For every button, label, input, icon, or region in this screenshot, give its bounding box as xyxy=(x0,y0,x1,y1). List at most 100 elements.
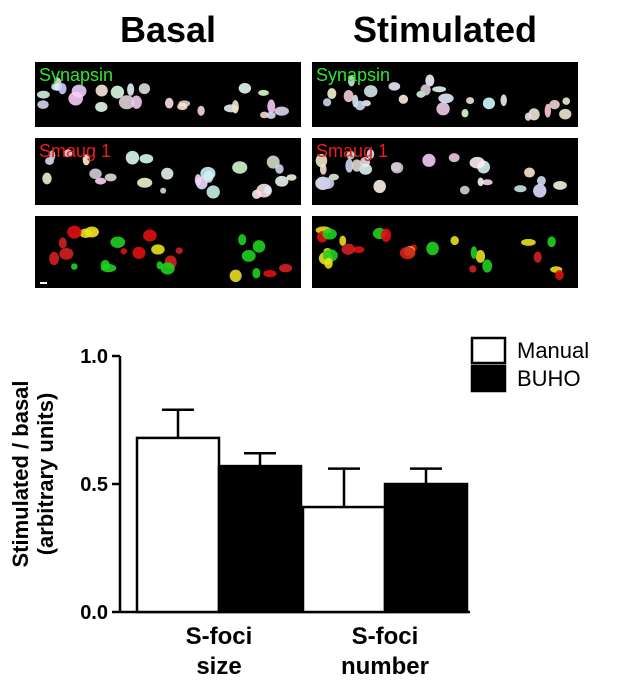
punctum xyxy=(58,237,67,249)
punctum xyxy=(482,97,496,110)
punctum xyxy=(104,173,117,182)
punctum xyxy=(373,179,386,194)
punctum xyxy=(380,228,392,242)
punctum xyxy=(49,251,60,266)
punctum xyxy=(341,243,356,255)
punctum xyxy=(160,262,175,275)
y-tick-label: 1.0 xyxy=(80,346,108,368)
punctum xyxy=(343,89,354,103)
punctum xyxy=(459,185,470,195)
punctum xyxy=(470,246,478,259)
punctum xyxy=(238,82,252,94)
punctum xyxy=(351,159,362,172)
punctum xyxy=(132,246,146,259)
punctum xyxy=(95,101,108,113)
legend-label: Manual xyxy=(517,338,589,363)
bar xyxy=(301,505,387,614)
punctum xyxy=(275,175,289,187)
punctum xyxy=(432,86,447,93)
punctum xyxy=(354,100,366,111)
punctum xyxy=(537,176,546,186)
bar xyxy=(217,464,303,614)
punctum xyxy=(324,257,333,269)
column-title: Stimulated xyxy=(353,9,537,50)
punctum xyxy=(450,235,459,246)
punctum xyxy=(274,106,289,116)
punctum xyxy=(100,259,110,270)
punctum xyxy=(339,235,347,247)
punctum xyxy=(475,250,486,263)
punctum xyxy=(82,154,90,166)
punctum xyxy=(94,177,107,185)
punctum xyxy=(422,153,436,167)
punctum xyxy=(175,247,183,254)
punctum xyxy=(263,270,277,278)
column-title: Basal xyxy=(120,9,216,50)
punctum xyxy=(436,102,450,116)
punctum xyxy=(322,228,337,240)
row-label: Smaug 1 xyxy=(316,141,388,161)
punctum xyxy=(398,94,409,104)
punctum xyxy=(346,150,355,160)
punctum xyxy=(420,84,431,96)
punctum xyxy=(533,184,547,198)
punctum xyxy=(49,150,56,161)
row-label: Synapsin xyxy=(39,65,113,85)
punctum xyxy=(241,249,256,262)
punctum xyxy=(438,93,454,104)
punctum xyxy=(258,89,269,96)
punctum xyxy=(59,247,74,260)
punctum xyxy=(521,238,536,246)
punctum xyxy=(252,240,266,253)
punctum xyxy=(110,85,125,99)
punctum xyxy=(125,150,140,165)
punctum xyxy=(266,155,280,169)
punctum xyxy=(137,177,153,188)
punctum xyxy=(391,162,404,174)
punctum xyxy=(194,174,202,186)
punctum xyxy=(533,251,542,263)
punctum xyxy=(177,102,188,111)
punctum xyxy=(266,111,276,119)
punctum xyxy=(448,153,460,163)
punctum xyxy=(118,95,135,110)
punctum xyxy=(36,90,50,99)
punctum xyxy=(321,177,335,189)
punctum xyxy=(514,185,527,193)
punctum xyxy=(388,82,401,91)
punctum xyxy=(139,154,154,164)
punctum xyxy=(466,97,475,105)
punctum xyxy=(232,161,248,174)
punctum xyxy=(127,83,135,96)
legend-swatch xyxy=(470,336,507,365)
punctum xyxy=(482,179,493,186)
punctum xyxy=(252,267,261,279)
punctum xyxy=(67,225,82,239)
punctum xyxy=(524,167,535,178)
punctum xyxy=(461,108,469,118)
y-tick-label: 0.5 xyxy=(80,474,108,496)
punctum xyxy=(327,88,337,100)
punctum xyxy=(347,75,355,87)
punctum xyxy=(156,261,163,270)
bar xyxy=(383,482,469,614)
punctum xyxy=(229,269,242,283)
puncta xyxy=(49,225,293,283)
punctum xyxy=(469,156,485,169)
punctum xyxy=(264,185,272,195)
puncta xyxy=(322,74,572,121)
punctum xyxy=(200,166,216,181)
punctum xyxy=(197,105,205,116)
punctum xyxy=(42,172,52,185)
punctum xyxy=(366,148,375,160)
punctum xyxy=(363,85,378,98)
punctum xyxy=(353,246,365,254)
punctum xyxy=(553,180,567,190)
punctum xyxy=(161,167,174,180)
punctum xyxy=(549,99,560,110)
punctum xyxy=(260,111,269,119)
punctum xyxy=(482,259,493,273)
x-tick-label: S-foci size xyxy=(185,623,253,680)
